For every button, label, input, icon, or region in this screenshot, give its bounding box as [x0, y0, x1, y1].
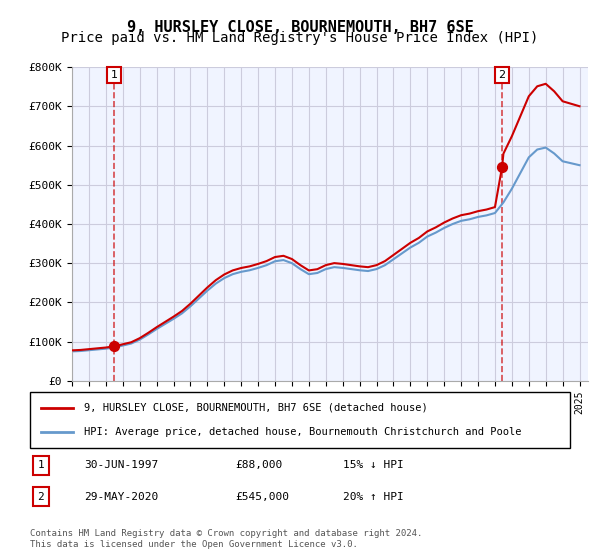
Text: HPI: Average price, detached house, Bournemouth Christchurch and Poole: HPI: Average price, detached house, Bour…	[84, 427, 521, 437]
Point	[109, 342, 119, 351]
Text: £545,000: £545,000	[235, 492, 289, 502]
Text: £88,000: £88,000	[235, 460, 283, 470]
Text: Price paid vs. HM Land Registry's House Price Index (HPI): Price paid vs. HM Land Registry's House …	[61, 31, 539, 45]
Text: 30-JUN-1997: 30-JUN-1997	[84, 460, 158, 470]
Text: Contains HM Land Registry data © Crown copyright and database right 2024.
This d: Contains HM Land Registry data © Crown c…	[30, 529, 422, 549]
Text: 9, HURSLEY CLOSE, BOURNEMOUTH, BH7 6SE (detached house): 9, HURSLEY CLOSE, BOURNEMOUTH, BH7 6SE (…	[84, 403, 428, 413]
Text: 1: 1	[111, 70, 118, 80]
Text: 2: 2	[499, 70, 506, 80]
Text: 9, HURSLEY CLOSE, BOURNEMOUTH, BH7 6SE: 9, HURSLEY CLOSE, BOURNEMOUTH, BH7 6SE	[127, 20, 473, 35]
Text: 20% ↑ HPI: 20% ↑ HPI	[343, 492, 404, 502]
Point	[497, 162, 507, 171]
Text: 15% ↓ HPI: 15% ↓ HPI	[343, 460, 404, 470]
Text: 2: 2	[37, 492, 44, 502]
Text: 29-MAY-2020: 29-MAY-2020	[84, 492, 158, 502]
Text: 1: 1	[37, 460, 44, 470]
FancyBboxPatch shape	[30, 392, 570, 448]
